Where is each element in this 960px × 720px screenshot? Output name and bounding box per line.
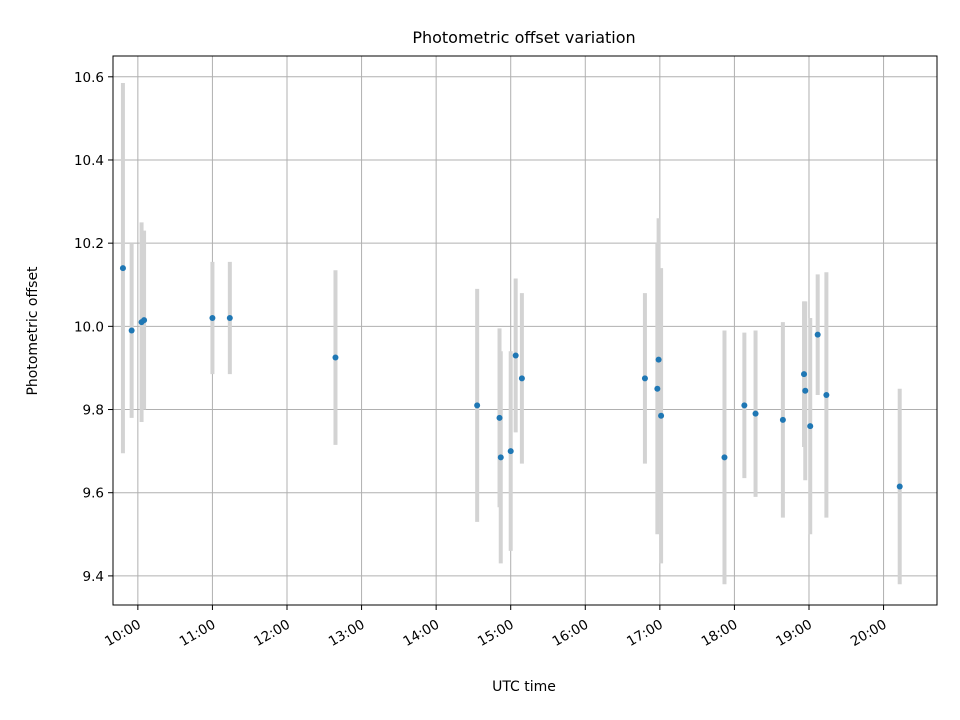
data-point: [507, 448, 514, 455]
data-point: [807, 423, 814, 430]
x-tick-label: 16:00: [550, 617, 592, 650]
data-point: [518, 375, 525, 382]
data-point: [226, 315, 233, 322]
y-axis-label: Photometric offset: [25, 266, 41, 396]
x-tick-label: 13:00: [326, 617, 368, 650]
grid: [113, 56, 937, 605]
data-point: [752, 410, 759, 417]
x-tick-label: 14:00: [400, 617, 442, 650]
data-point: [209, 315, 216, 322]
data-point: [128, 327, 135, 334]
x-tick-label: 15:00: [475, 617, 517, 650]
data-point: [332, 354, 339, 361]
data-point: [496, 414, 503, 421]
data-point: [654, 385, 661, 392]
data-point: [802, 387, 809, 394]
data-point: [658, 412, 665, 419]
data-point: [119, 265, 126, 272]
y-tick-label: 10.2: [74, 236, 104, 252]
x-tick-label: 18:00: [699, 617, 741, 650]
y-tick-label: 10.0: [74, 319, 104, 335]
x-axis-label: UTC time: [492, 679, 556, 695]
x-tick-label: 19:00: [773, 617, 815, 650]
chart-title: Photometric offset variation: [412, 28, 635, 47]
x-tick-label: 10:00: [102, 617, 144, 650]
y-tick-label: 10.6: [74, 70, 104, 86]
y-tick-label: 9.4: [83, 569, 104, 585]
x-tick-label: 20:00: [848, 617, 890, 650]
data-point: [655, 356, 662, 363]
data-point: [721, 454, 728, 461]
x-tick-label: 11:00: [177, 617, 219, 650]
data-point: [814, 331, 821, 338]
data-point: [512, 352, 519, 359]
data-point: [779, 416, 786, 423]
data-point: [474, 402, 481, 409]
x-tick-label: 12:00: [251, 617, 293, 650]
data-points: [119, 265, 903, 490]
plot-frame: [112, 55, 938, 606]
data-point: [896, 483, 903, 490]
y-tick-label: 10.4: [74, 153, 104, 169]
y-tick-label: 9.8: [83, 403, 104, 419]
y-tick-label: 9.6: [83, 486, 104, 502]
data-point: [823, 391, 830, 398]
data-point: [641, 375, 648, 382]
data-point: [497, 454, 504, 461]
error-bars: [120, 83, 902, 585]
data-point: [741, 402, 748, 409]
data-point: [801, 371, 808, 378]
y-axis: 9.4 9.6 9.8 10.0 10.2 10.4 10.6: [74, 70, 113, 585]
data-point: [141, 317, 148, 324]
x-tick-label: 17:00: [624, 617, 666, 650]
x-axis: 10:00 11:00 12:00 13:00 14:00 15:00 16:00 17:00…: [102, 605, 890, 650]
